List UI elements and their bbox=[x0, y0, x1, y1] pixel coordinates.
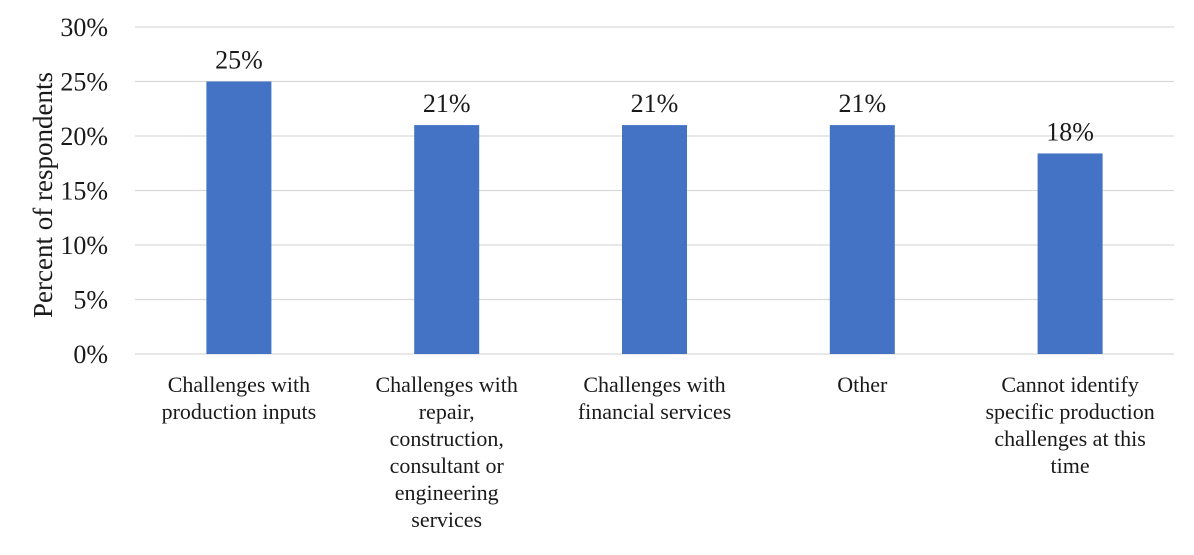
y-axis-title: Percent of respondents bbox=[28, 72, 58, 318]
y-tick-label: 0% bbox=[73, 340, 108, 369]
bar bbox=[414, 125, 480, 354]
y-axis-ticks: 0% 5% 10% 15% 20% 25% 30% bbox=[60, 13, 108, 369]
bars bbox=[206, 81, 1103, 354]
y-tick-label: 30% bbox=[60, 13, 108, 42]
data-labels: 25% 21% 21% 21% 18% bbox=[215, 46, 1094, 147]
data-label: 21% bbox=[423, 89, 471, 118]
x-axis-categories: Challenges with production inputs Challeng… bbox=[162, 372, 1155, 532]
bar bbox=[206, 81, 272, 354]
y-tick-label: 15% bbox=[60, 177, 108, 206]
data-label: 21% bbox=[631, 89, 679, 118]
data-label: 18% bbox=[1046, 117, 1094, 146]
y-tick-label: 10% bbox=[60, 231, 108, 260]
bar bbox=[1037, 153, 1103, 354]
x-category-label: Cannot identify specific production challe… bbox=[985, 372, 1154, 478]
x-category-label: Challenges with production inputs bbox=[162, 372, 317, 424]
x-category-label: Challenges with repair, construction, consu… bbox=[376, 372, 518, 532]
y-tick-label: 5% bbox=[73, 286, 108, 315]
data-label: 25% bbox=[215, 46, 263, 75]
y-tick-label: 20% bbox=[60, 122, 108, 151]
x-category-label: Challenges with financial services bbox=[578, 372, 731, 424]
data-label: 21% bbox=[838, 89, 886, 118]
bar bbox=[829, 125, 895, 354]
bar bbox=[622, 125, 687, 354]
y-tick-label: 25% bbox=[60, 68, 108, 97]
x-category-label: Other bbox=[837, 372, 888, 397]
